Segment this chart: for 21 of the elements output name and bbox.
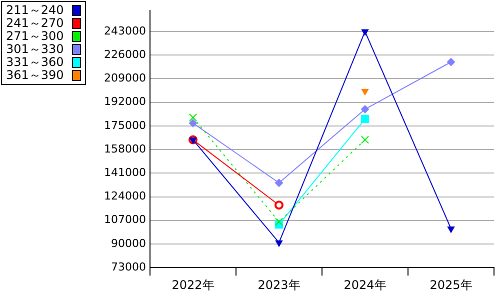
y-tick-label: 192000 <box>104 95 146 108</box>
legend-label: 241～270 <box>6 16 64 30</box>
y-tick-label: 243000 <box>104 24 146 38</box>
y-tick-label: 141000 <box>104 166 146 179</box>
y-tick-label: 124000 <box>104 190 146 203</box>
x-tick-label: 2023年 <box>258 278 300 292</box>
legend-label: 361～390 <box>6 68 64 82</box>
y-tick-label: 107000 <box>104 213 146 226</box>
x-tick-label: 2025年 <box>430 278 472 292</box>
x-tick-label: 2024年 <box>344 278 386 292</box>
legend-label: 211～240 <box>6 3 64 17</box>
y-tick-label: 226000 <box>104 48 146 61</box>
y-tick-label: 90000 <box>110 236 146 250</box>
y-tick-label: 175000 <box>104 118 146 132</box>
legend-label: 331～360 <box>6 55 64 69</box>
legend-label: 301～330 <box>6 42 64 56</box>
x-tick-label: 2022年 <box>172 278 214 292</box>
y-tick-label: 209000 <box>104 72 146 85</box>
y-tick-label: 73000 <box>110 260 146 274</box>
y-tick-label: 158000 <box>104 142 146 156</box>
legend-label: 271～300 <box>6 29 64 43</box>
